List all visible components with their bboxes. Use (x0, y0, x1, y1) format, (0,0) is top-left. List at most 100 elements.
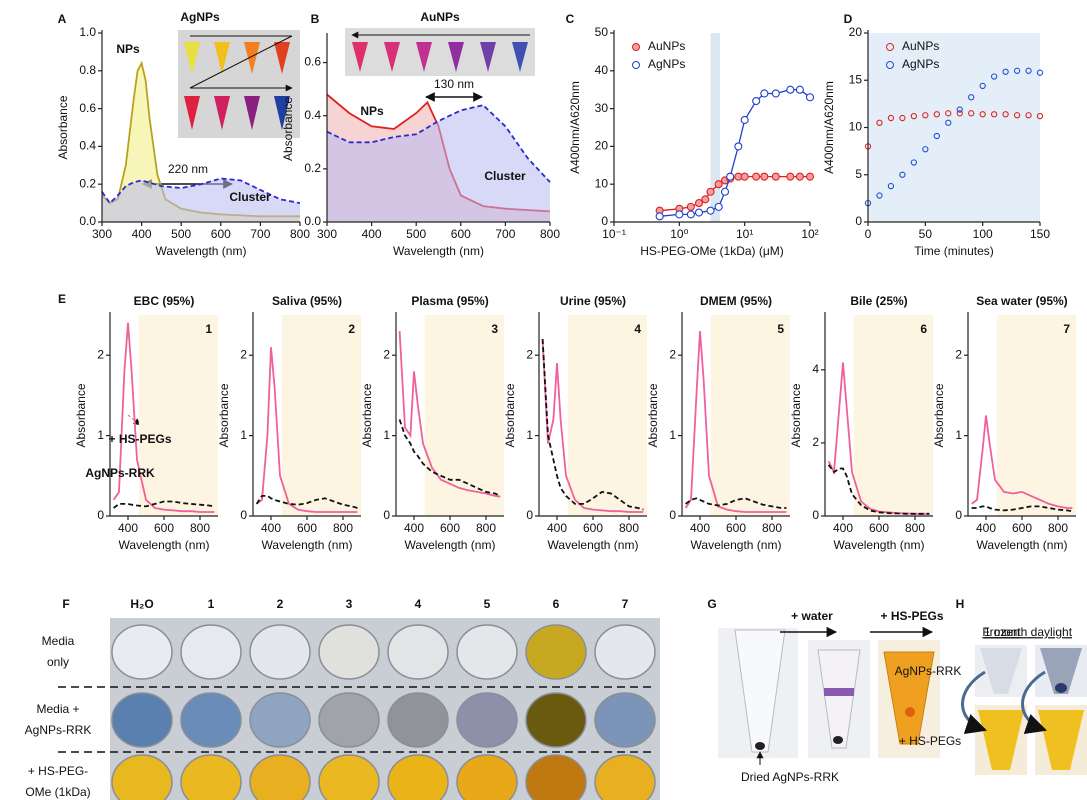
x-tick-label: 800 (1048, 521, 1068, 535)
point (687, 203, 694, 210)
series-label: NPs (360, 104, 384, 118)
annotation: 2 (348, 322, 355, 336)
x-tick-label: 600 (154, 521, 174, 535)
y-tick-label: 0.4 (304, 108, 321, 122)
point (772, 173, 779, 180)
figure: AAgNPsNPsCluster0.00.20.40.60.81.0300400… (0, 0, 1087, 800)
row-label: only (47, 655, 69, 669)
y-tick-label: 0.2 (304, 161, 321, 175)
panel-label: D (844, 12, 853, 26)
panel-label: A (58, 12, 67, 26)
annotation: 220 nm (168, 162, 208, 176)
y-tick-label: 0 (812, 508, 819, 522)
well (457, 625, 517, 679)
y-tick-label: 0 (97, 508, 104, 522)
row-label: Media (42, 634, 75, 648)
point (787, 173, 794, 180)
x-tick-label: 600 (451, 227, 471, 241)
chart-title: AuNPs (420, 10, 460, 24)
well (112, 693, 172, 747)
point (761, 173, 768, 180)
series-label: Cluster (229, 190, 271, 204)
series-label: AgNPs-RRK (85, 466, 155, 480)
column-label: 7 (622, 597, 629, 611)
annotation: 1 (205, 322, 212, 336)
well (388, 625, 448, 679)
x-tick-label: 600 (1012, 521, 1032, 535)
series-label: NPs (116, 42, 140, 56)
point (702, 196, 709, 203)
shaded-region (282, 315, 361, 516)
x-tick-label: 400 (132, 227, 152, 241)
y-axis-label: Absorbance (932, 383, 946, 447)
column-label: 1 (208, 597, 215, 611)
x-tick-label: 400 (547, 521, 567, 535)
x-axis-label: Wavelength (nm) (691, 538, 782, 552)
chart-title: Plasma (95%) (411, 294, 488, 308)
point (807, 94, 814, 101)
y-tick-label: 0 (526, 508, 533, 522)
x-tick-label: 50 (919, 227, 933, 241)
x-axis-label: Wavelength (nm) (405, 538, 496, 552)
well (112, 755, 172, 800)
well (181, 755, 241, 800)
x-tick-label: 800 (540, 227, 560, 241)
row-label: AgNPs-RRK (895, 664, 962, 678)
x-tick-label: 800 (762, 521, 782, 535)
line (660, 90, 810, 217)
x-tick-label: 300 (317, 227, 337, 241)
point (772, 90, 779, 97)
y-tick-label: 0 (855, 214, 862, 228)
x-tick-label: 700 (250, 227, 270, 241)
x-tick-label: 800 (619, 521, 639, 535)
annotation: 7 (1063, 322, 1070, 336)
annotation: 3 (491, 322, 498, 336)
x-tick-label: 0 (865, 227, 872, 241)
annotation: 5 (777, 322, 784, 336)
y-tick-label: 0 (240, 508, 247, 522)
point (715, 203, 722, 210)
well (250, 755, 310, 800)
y-tick-label: 1.0 (79, 25, 96, 39)
x-tick-label: 400 (976, 521, 996, 535)
well (181, 693, 241, 747)
y-tick-label: 1 (526, 428, 533, 442)
column-label: 6 (553, 597, 560, 611)
x-tick-label: 100 (973, 227, 993, 241)
y-tick-label: 1 (383, 428, 390, 442)
legend-marker (633, 62, 640, 69)
column-label: H₂O (130, 597, 153, 611)
x-tick-label: 600 (726, 521, 746, 535)
x-tick-label: 10² (801, 227, 818, 241)
point (676, 211, 683, 218)
y-tick-label: 1 (669, 428, 676, 442)
point (796, 173, 803, 180)
y-tick-label: 2 (383, 347, 390, 361)
well (388, 755, 448, 800)
x-tick-label: 400 (118, 521, 138, 535)
tube-photos (963, 645, 1087, 775)
point (753, 173, 760, 180)
step-label: + HS-PEGs (880, 609, 943, 623)
y-tick-label: 0.6 (304, 55, 321, 69)
well (526, 693, 586, 747)
x-axis-label: Wavelength (nm) (119, 538, 210, 552)
chart-title: Saliva (95%) (272, 294, 342, 308)
well (388, 693, 448, 747)
well (112, 625, 172, 679)
x-tick-label: 800 (333, 521, 353, 535)
well (595, 755, 655, 800)
x-tick-label: 600 (440, 521, 460, 535)
well (319, 755, 379, 800)
panel-label: G (707, 597, 716, 611)
line (660, 177, 810, 211)
legend-label: AuNPs (902, 39, 939, 53)
legend-label: AgNPs (648, 57, 685, 71)
row-label: AgNPs-RRK (25, 723, 92, 737)
x-tick-label: 400 (690, 521, 710, 535)
point (721, 188, 728, 195)
y-tick-label: 0.0 (304, 214, 321, 228)
x-axis-label: Wavelength (nm) (156, 244, 247, 258)
y-tick-label: 2 (955, 347, 962, 361)
well (526, 625, 586, 679)
